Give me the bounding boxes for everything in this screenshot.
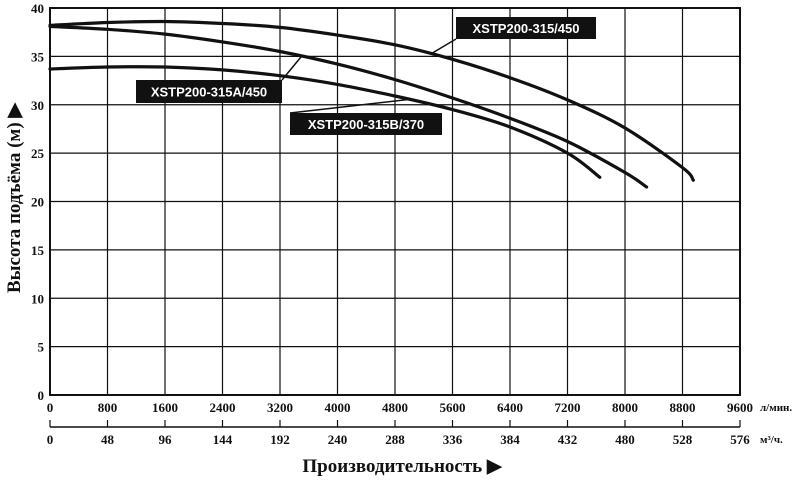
y-tick-label: 30	[31, 98, 44, 113]
series-leader-line	[281, 55, 303, 81]
x-tick-label: 5600	[440, 400, 466, 415]
x-tick-label: 4000	[325, 400, 351, 415]
curve-layer	[48, 19, 695, 189]
x-tick-label: 4800	[382, 400, 408, 415]
series-label: XSTP200-315B/370	[308, 117, 424, 132]
grid-layer	[49, 7, 741, 396]
x-tick-label: 2400	[210, 400, 236, 415]
x2-tick-label: 528	[673, 432, 693, 447]
y-tick-label: 35	[31, 49, 45, 64]
x-tick-label: 9600	[727, 400, 753, 415]
x-tick-label: 1600	[152, 400, 178, 415]
y-tick-label: 40	[31, 1, 44, 16]
y-tick-label: 10	[31, 291, 44, 306]
series-label-box	[136, 80, 282, 103]
y-tick-label: 15	[31, 243, 45, 258]
x-unit-secondary: м³/ч.	[760, 434, 783, 446]
series-label-box	[290, 113, 442, 135]
series-line	[48, 19, 695, 182]
plot-frame	[49, 7, 741, 396]
series-leader-line	[430, 38, 457, 55]
x2-tick-label: 240	[328, 432, 348, 447]
x2-tick-label: 480	[615, 432, 635, 447]
x2-tick-label: 288	[385, 432, 405, 447]
x-tick-label: 3200	[267, 400, 293, 415]
x-unit-primary: л/мин.	[760, 402, 792, 414]
series-line	[48, 65, 602, 179]
x-tick-label: 8800	[670, 400, 696, 415]
y-tick-label: 5	[38, 340, 45, 355]
y-tick-label: 0	[38, 388, 45, 403]
y-tick-label: 20	[31, 195, 44, 210]
x2-tick-label: 144	[213, 432, 233, 447]
x-tick-label: 800	[98, 400, 118, 415]
x2-tick-label: 96	[159, 432, 173, 447]
x2-tick-label: 192	[270, 432, 290, 447]
x-tick-label: 8000	[612, 400, 638, 415]
x2-tick-label: 576	[730, 432, 750, 447]
x-tick-label: 6400	[497, 400, 523, 415]
y-axis-title: Высота подъёма (м) ▶	[4, 102, 25, 293]
series-label-box	[456, 17, 596, 39]
x2-tick-label: 0	[47, 432, 54, 447]
x-axis-title: Производительность ▶	[302, 456, 503, 477]
x-tick-label: 7200	[555, 400, 581, 415]
x2-tick-label: 384	[500, 432, 520, 447]
x2-tick-label: 48	[101, 432, 115, 447]
series-leader-line	[289, 98, 410, 114]
x2-tick-label: 336	[443, 432, 463, 447]
axis-layer: 0080048160096240014432001924000240480028…	[31, 1, 753, 447]
y-tick-label: 25	[31, 146, 45, 161]
label-layer: XSTP200-315/450 XSTP200-315A/450 XSTP200-3…	[136, 17, 596, 135]
series-label: XSTP200-315/450	[473, 21, 580, 36]
x2-tick-label: 432	[558, 432, 578, 447]
series-line	[48, 24, 649, 189]
x-tick-label: 0	[47, 400, 54, 415]
series-label: XSTP200-315A/450	[151, 85, 267, 100]
